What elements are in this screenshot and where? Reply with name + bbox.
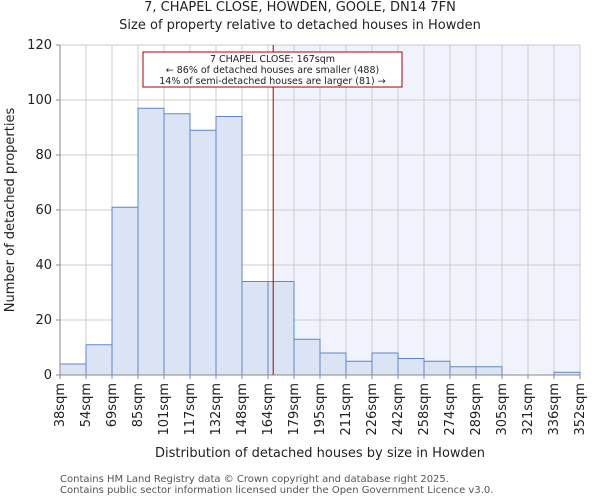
bar xyxy=(163,113,191,376)
bar xyxy=(475,366,503,376)
bar xyxy=(137,107,165,376)
x-tick-label: 117sqm xyxy=(183,383,198,436)
y-tick-label: 40 xyxy=(35,258,52,273)
x-tick-label: 226sqm xyxy=(365,383,380,436)
x-tick-label: 242sqm xyxy=(391,383,406,436)
bar xyxy=(111,206,139,376)
y-tick-label: 100 xyxy=(27,93,52,108)
bar xyxy=(371,352,399,376)
annotation-line-3: 14% of semi-detached houses are larger (… xyxy=(159,76,386,87)
chart-subtitle: Size of property relative to detached ho… xyxy=(119,18,481,33)
x-tick-label: 101sqm xyxy=(157,383,172,436)
x-tick-label: 38sqm xyxy=(53,383,68,427)
bar xyxy=(293,338,321,376)
footer-copyright: Contains HM Land Registry data © Crown c… xyxy=(60,474,449,485)
bar xyxy=(423,360,451,376)
x-tick-label: 336sqm xyxy=(547,383,562,436)
x-tick-label: 352sqm xyxy=(573,383,588,436)
bar xyxy=(267,281,295,376)
x-tick-label: 164sqm xyxy=(261,383,276,436)
x-tick-label: 274sqm xyxy=(443,383,458,436)
x-tick-label: 132sqm xyxy=(209,383,224,436)
x-tick-label: 289sqm xyxy=(469,383,484,436)
x-tick-label: 148sqm xyxy=(235,383,250,436)
bar xyxy=(319,352,347,376)
bar xyxy=(397,358,425,376)
y-tick-label: 0 xyxy=(44,368,52,383)
bar xyxy=(59,363,87,376)
y-axis-label: Number of detached properties xyxy=(3,108,18,313)
x-tick-label: 258sqm xyxy=(417,383,432,436)
x-tick-label: 54sqm xyxy=(79,383,94,427)
y-tick-label: 60 xyxy=(35,203,52,218)
x-tick-label: 85sqm xyxy=(131,383,146,427)
chart-title: 7, CHAPEL CLOSE, HOWDEN, GOOLE, DN14 7FN xyxy=(144,0,456,15)
bar xyxy=(449,366,477,376)
bar xyxy=(189,129,217,376)
x-axis-label: Distribution of detached houses by size … xyxy=(155,446,485,461)
bar xyxy=(85,344,113,376)
x-tick-label: 305sqm xyxy=(495,383,510,436)
x-tick-label: 179sqm xyxy=(287,383,302,436)
x-tick-label: 195sqm xyxy=(313,383,328,436)
annotation-line-2: ← 86% of detached houses are smaller (48… xyxy=(166,65,379,76)
bar xyxy=(345,360,373,376)
x-tick-label: 211sqm xyxy=(339,383,354,436)
x-tick-label: 321sqm xyxy=(521,383,536,436)
x-tick-label: 69sqm xyxy=(105,383,120,427)
y-tick-label: 80 xyxy=(35,148,52,163)
y-tick-label: 120 xyxy=(27,38,52,53)
annotation-line-1: 7 CHAPEL CLOSE: 167sqm xyxy=(210,54,335,65)
y-tick-label: 20 xyxy=(35,313,52,328)
bar xyxy=(241,281,269,376)
footer-licence: Contains public sector information licen… xyxy=(60,485,494,496)
bar xyxy=(215,116,243,376)
annotation-box xyxy=(142,51,403,88)
